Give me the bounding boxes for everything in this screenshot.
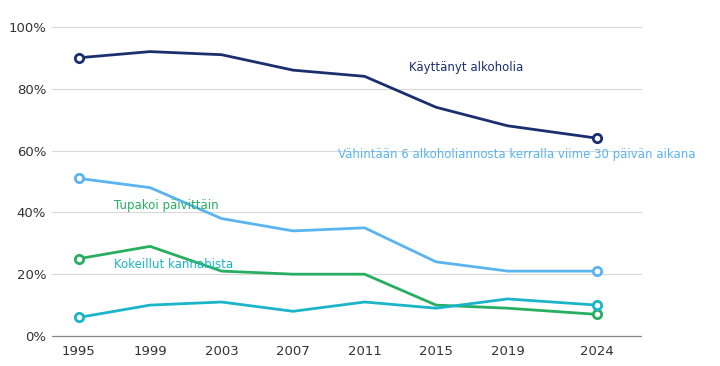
Text: Vähintään 6 alkoholiannosta kerralla viime 30 päivän aikana: Vähintään 6 alkoholiannosta kerralla vii… xyxy=(338,148,696,161)
Text: Käyttänyt alkoholia: Käyttänyt alkoholia xyxy=(409,61,523,74)
Text: Kokeillut kannabista: Kokeillut kannabista xyxy=(114,258,233,271)
Text: Tupakoi päivittäin: Tupakoi päivittäin xyxy=(114,199,219,212)
